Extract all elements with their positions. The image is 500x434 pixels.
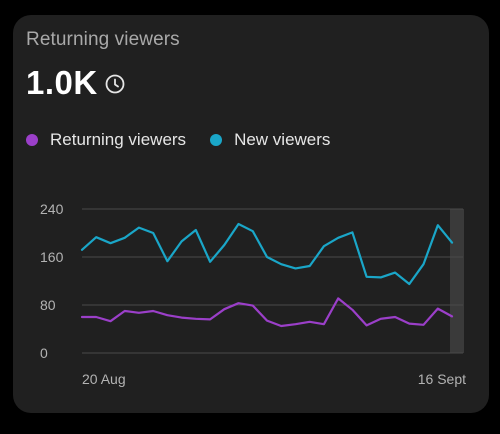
- y-tick-label: 240: [40, 201, 64, 217]
- y-tick-label: 80: [40, 297, 56, 313]
- legend-item-new[interactable]: New viewers: [210, 130, 330, 150]
- y-tick-label: 0: [40, 345, 48, 361]
- card-title: Returning viewers: [26, 29, 180, 50]
- x-tick-label-end: 16 Sept: [418, 371, 466, 387]
- selected-point-highlight: [450, 209, 464, 353]
- x-tick-label-start: 20 Aug: [82, 371, 126, 387]
- legend-label-returning: Returning viewers: [50, 130, 187, 149]
- legend-item-returning[interactable]: Returning viewers: [26, 130, 186, 150]
- y-tick-label: 160: [40, 249, 64, 265]
- metric-row: 1.0K: [26, 64, 126, 102]
- series-line-returning-viewers: [80, 297, 454, 328]
- chart-legend: Returning viewers New viewers: [26, 130, 354, 150]
- legend-dot-returning: [26, 134, 38, 146]
- legend-label-new: New viewers: [234, 130, 331, 149]
- series-line-new-viewers: [80, 222, 454, 286]
- returning-viewers-card: [13, 15, 489, 413]
- metric-value: 1.0K: [26, 64, 98, 101]
- clock-icon[interactable]: [104, 73, 126, 95]
- legend-dot-new: [210, 134, 223, 146]
